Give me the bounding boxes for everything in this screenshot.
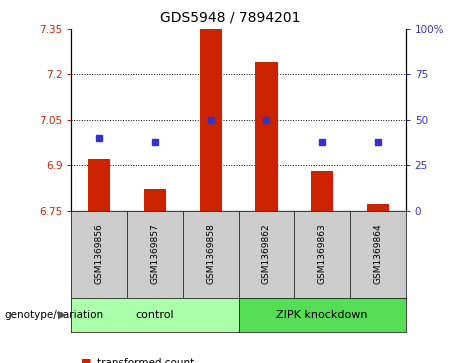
Text: GSM1369862: GSM1369862 <box>262 224 271 285</box>
Text: GSM1369863: GSM1369863 <box>318 224 327 285</box>
Bar <box>311 171 333 211</box>
Text: GSM1369857: GSM1369857 <box>150 224 160 285</box>
Text: ▶: ▶ <box>59 310 67 320</box>
Text: GSM1369864: GSM1369864 <box>373 224 382 285</box>
Text: control: control <box>136 310 174 320</box>
Text: GDS5948 / 7894201: GDS5948 / 7894201 <box>160 11 301 25</box>
Text: genotype/variation: genotype/variation <box>5 310 104 320</box>
Text: ZIPK knockdown: ZIPK knockdown <box>277 310 368 320</box>
Text: transformed count: transformed count <box>97 358 194 363</box>
Bar <box>366 204 389 211</box>
Bar <box>255 62 278 211</box>
Text: ■: ■ <box>81 358 91 363</box>
Bar <box>88 159 111 211</box>
Bar <box>144 189 166 211</box>
Text: GSM1369858: GSM1369858 <box>206 224 215 285</box>
Bar <box>200 29 222 211</box>
Text: GSM1369856: GSM1369856 <box>95 224 104 285</box>
